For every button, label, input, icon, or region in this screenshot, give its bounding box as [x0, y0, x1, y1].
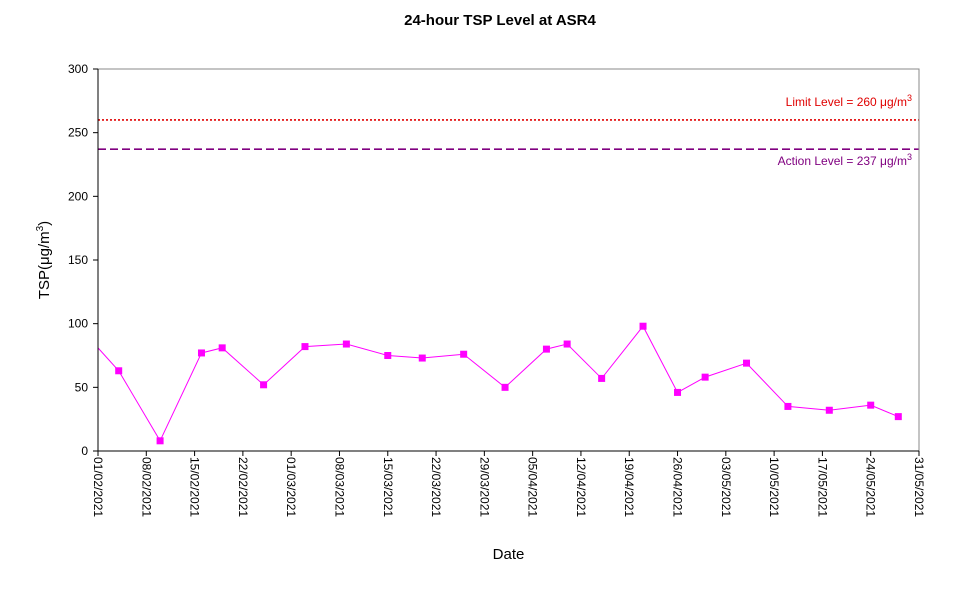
data-point-marker: [501, 383, 509, 391]
y-tick-label: 150: [68, 253, 88, 267]
data-point-marker: [867, 401, 875, 409]
data-point-marker: [115, 367, 123, 375]
y-tick-label: 250: [68, 126, 88, 140]
x-tick-label: 03/05/2021: [719, 457, 733, 517]
data-point-marker: [260, 381, 268, 389]
data-point-marker: [384, 352, 392, 359]
data-point-marker: [460, 350, 468, 358]
data-point-marker: [743, 359, 751, 367]
data-point-marker: [156, 437, 164, 445]
data-point-marker: [563, 340, 571, 348]
y-tick-label: 0: [81, 444, 88, 458]
axes: 0 50 100 150 200 250 300 01/02/2021 08/02/2021 15…: [35, 62, 926, 563]
reference-lines: Limit Level = 260 μg/m3 Action Level = 23…: [98, 93, 919, 168]
data-point-marker: [218, 344, 226, 352]
data-point-marker: [639, 322, 647, 330]
x-tick-label: 08/02/2021: [139, 457, 153, 517]
x-tick-label: 31/05/2021: [912, 457, 926, 517]
x-tick-label: 12/04/2021: [574, 457, 588, 517]
data-point-marker: [598, 374, 606, 382]
y-tick-label: 300: [68, 62, 88, 76]
x-tick-label: 24/05/2021: [864, 457, 878, 517]
x-tick-label: 05/04/2021: [526, 457, 540, 517]
data-point-marker: [342, 340, 350, 348]
x-tick-label: 01/02/2021: [91, 457, 105, 517]
y-tick-label: 200: [68, 189, 88, 203]
x-tick-label: 26/04/2021: [671, 457, 685, 517]
plot-area: [97, 68, 920, 452]
data-point-marker: [894, 413, 902, 421]
x-tick-label: 19/04/2021: [622, 457, 636, 517]
data-point-marker: [674, 388, 682, 396]
x-tick-label: 15/03/2021: [381, 457, 395, 517]
x-tick-label: 22/02/2021: [236, 457, 250, 517]
chart-title: 24-hour TSP Level at ASR4: [404, 12, 596, 29]
x-tick-label: 08/03/2021: [332, 457, 346, 517]
y-axis-title: TSP(μg/m3): [35, 221, 53, 299]
x-tick-label: 22/03/2021: [429, 457, 443, 517]
data-point-marker: [701, 373, 709, 381]
data-point-marker: [542, 345, 550, 353]
y-tick-label: 50: [75, 380, 89, 394]
x-axis-title: Date: [493, 546, 525, 563]
y-tick-label: 100: [68, 317, 88, 331]
data-series: [97, 322, 902, 445]
x-tick-label: 01/03/2021: [284, 457, 298, 517]
x-tick-label: 29/03/2021: [477, 457, 491, 517]
action-level-label: Action Level = 237 μg/m3: [778, 152, 912, 168]
data-point-marker: [301, 343, 309, 351]
limit-level-label: Limit Level = 260 μg/m3: [786, 93, 912, 109]
data-point-marker: [418, 354, 426, 362]
data-point-marker: [825, 406, 833, 414]
x-tick-label: 17/05/2021: [815, 457, 829, 517]
x-tick-label: 15/02/2021: [188, 457, 202, 517]
x-tick-label: 10/05/2021: [767, 457, 781, 517]
data-point-marker: [784, 402, 792, 410]
data-point-marker: [197, 349, 205, 357]
series-line: [97, 325, 899, 442]
